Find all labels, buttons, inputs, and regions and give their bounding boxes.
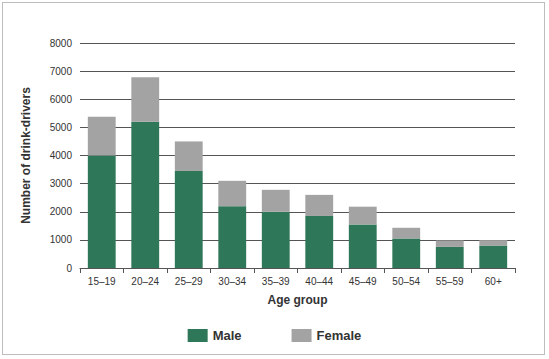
svg-text:20–24: 20–24 <box>131 276 159 287</box>
svg-text:6000: 6000 <box>50 94 73 105</box>
svg-text:3000: 3000 <box>50 178 73 189</box>
svg-text:Age group: Age group <box>268 293 328 307</box>
svg-text:25–29: 25–29 <box>175 276 203 287</box>
svg-text:8000: 8000 <box>50 38 73 49</box>
svg-text:30–34: 30–34 <box>218 276 246 287</box>
svg-text:60+: 60+ <box>485 276 502 287</box>
svg-text:5000: 5000 <box>50 122 73 133</box>
svg-text:40–44: 40–44 <box>305 276 333 287</box>
svg-text:50–54: 50–54 <box>392 276 420 287</box>
svg-text:35–39: 35–39 <box>262 276 290 287</box>
svg-text:0: 0 <box>66 263 72 274</box>
svg-text:Male: Male <box>213 328 242 343</box>
svg-text:7000: 7000 <box>50 66 73 77</box>
svg-text:15–19: 15–19 <box>88 276 116 287</box>
svg-text:2000: 2000 <box>50 206 73 217</box>
svg-text:1000: 1000 <box>50 234 73 245</box>
svg-text:45–49: 45–49 <box>349 276 377 287</box>
svg-text:Number of drink-drivers: Number of drink-drivers <box>19 87 33 224</box>
svg-text:55–59: 55–59 <box>436 276 464 287</box>
svg-text:Female: Female <box>317 328 362 343</box>
svg-text:4000: 4000 <box>50 150 73 161</box>
